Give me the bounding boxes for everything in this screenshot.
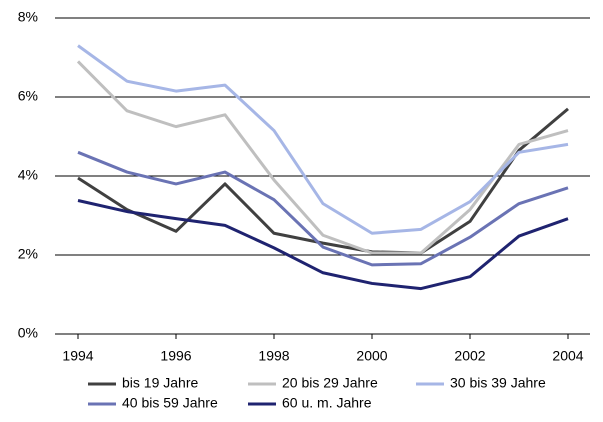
x-tick-label: 1996: [160, 348, 191, 364]
legend-label: 20 bis 29 Jahre: [282, 375, 378, 391]
y-tick-label: 4%: [18, 167, 38, 183]
legend-label: 30 bis 39 Jahre: [450, 375, 546, 391]
x-tick-label: 2000: [356, 348, 387, 364]
series-line: [77, 44, 569, 235]
x-tick-label: 1994: [62, 348, 93, 364]
y-tick-label: 0%: [18, 325, 38, 341]
y-tick-label: 2%: [18, 246, 38, 262]
x-tick-label: 2004: [552, 348, 583, 364]
series-line: [77, 150, 569, 267]
x-tick-label: 1998: [258, 348, 289, 364]
series-line: [77, 199, 569, 291]
y-tick-label: 8%: [18, 9, 38, 25]
series-line: [77, 107, 569, 255]
legend-label: 60 u. m. Jahre: [282, 395, 372, 411]
legend-label: 40 bis 59 Jahre: [122, 395, 218, 411]
legend-label: bis 19 Jahre: [122, 375, 198, 391]
series-line: [76, 60, 569, 255]
x-tick-label: 2002: [454, 348, 485, 364]
y-tick-label: 6%: [18, 88, 38, 104]
